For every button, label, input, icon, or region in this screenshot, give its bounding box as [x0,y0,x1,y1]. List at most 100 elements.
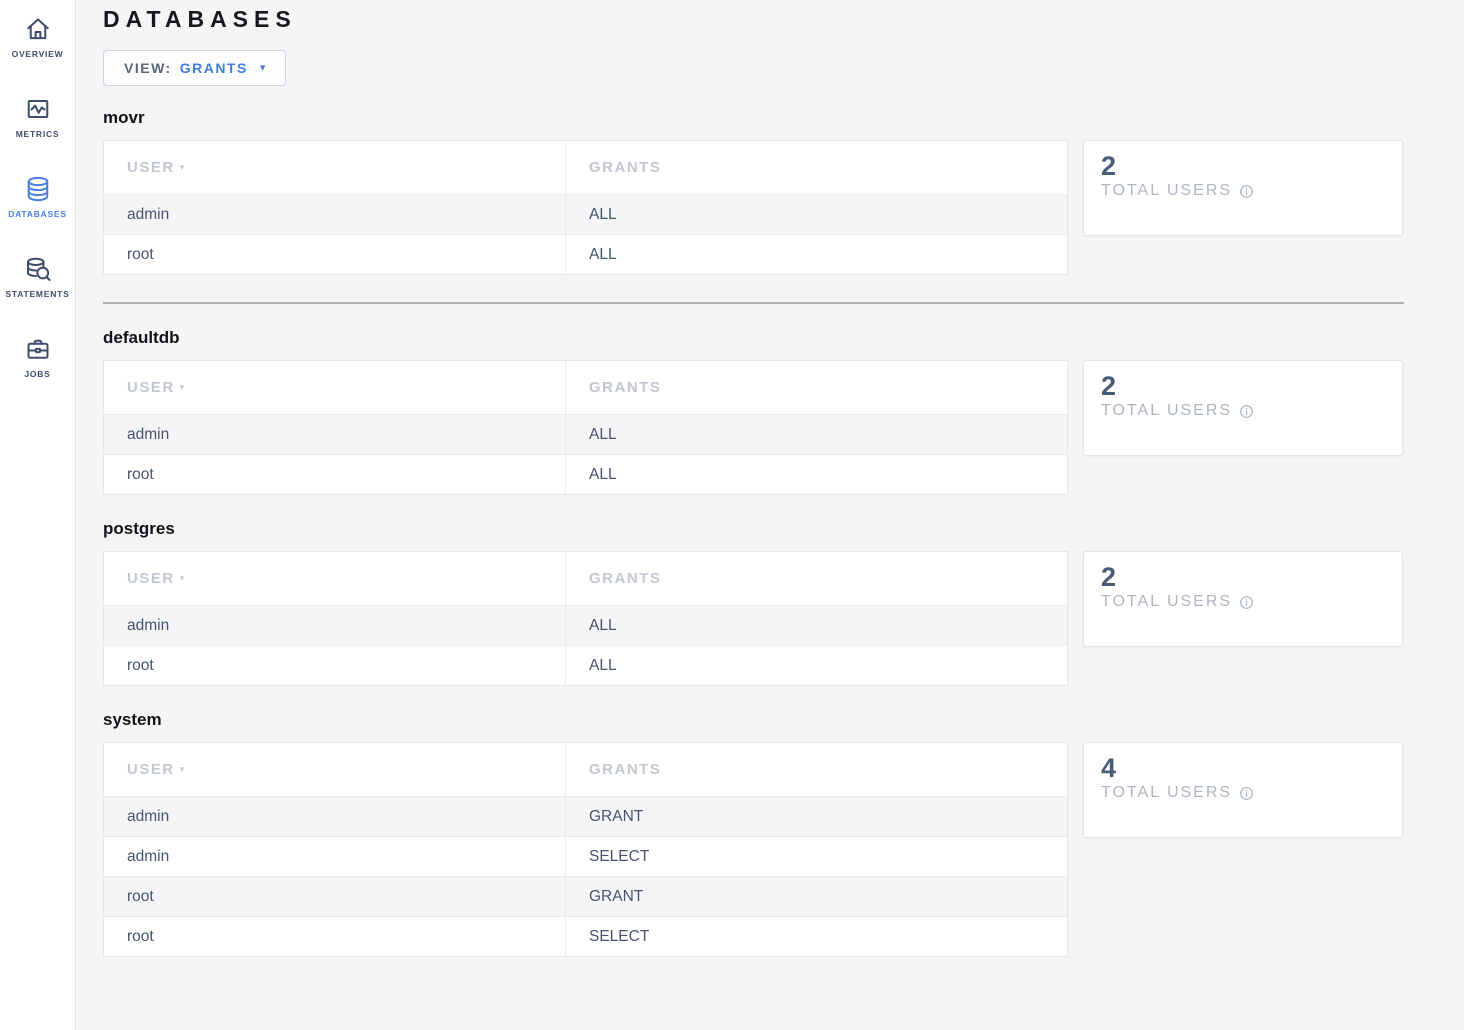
sidebar-item-label: STATEMENTS [5,289,70,299]
sort-caret-icon: ▾ [179,764,186,774]
user-cell: root [103,234,566,275]
column-header-grants-label: GRANTS [589,761,662,778]
grants-table: USER ▾ GRANTS admin ALL root ALL [103,360,1068,495]
table-row: root ALL [103,645,1068,686]
table-header-row: USER ▾ GRANTS [103,742,1068,797]
user-cell: root [103,916,566,957]
grant-cell: ALL [589,205,617,223]
column-header-user-label: USER [127,379,175,396]
total-users-label: TOTAL USERS [1101,784,1233,802]
metrics-icon [23,94,53,124]
database-name: postgres [103,519,175,538]
grant-cell: ALL [589,425,617,443]
total-users-count: 2 [1101,151,1117,181]
sidebar-item-metrics[interactable]: METRICS [0,90,75,170]
column-header-grants-label: GRANTS [589,570,662,587]
database-name: movr [103,108,145,127]
sidebar-item-databases[interactable]: DATABASES [0,170,75,250]
grant-cell: ALL [589,616,617,634]
user-cell: root [103,876,566,917]
database-section-movr: movr USER ▾ GRANTS admin ALL [103,108,1404,275]
sidebar-item-label: OVERVIEW [11,49,64,59]
column-header-user[interactable]: USER ▾ [103,360,566,415]
column-header-grants-label: GRANTS [589,379,662,396]
sidebar-item-label: JOBS [24,369,51,379]
sidebar-item-overview[interactable]: OVERVIEW [0,10,75,90]
user-cell: root [103,645,566,686]
table-row: root ALL [103,234,1068,275]
grant-cell: GRANT [589,887,644,905]
info-icon[interactable] [1239,404,1254,419]
sidebar-item-label: DATABASES [8,209,67,219]
column-header-user-label: USER [127,159,175,176]
view-dropdown-value: GRANTS [179,60,248,76]
table-row: admin ALL [103,194,1068,235]
column-header-user[interactable]: USER ▾ [103,742,566,797]
database-name: system [103,710,162,729]
sidebar: OVERVIEW METRICS DATABASES [0,0,76,1030]
table-header-row: USER ▾ GRANTS [103,551,1068,606]
total-users-card: 2 TOTAL USERS [1083,551,1403,647]
user-cell: root [103,454,566,495]
total-users-count: 4 [1101,753,1117,783]
user-cell: admin [103,605,566,646]
chevron-down-icon: ▾ [259,61,266,74]
user-cell: admin [103,414,566,455]
view-dropdown[interactable]: VIEW: GRANTS ▾ [103,50,287,86]
grant-cell: ALL [589,656,617,674]
sidebar-item-statements[interactable]: STATEMENTS [0,250,75,330]
table-row: root ALL [103,454,1068,495]
database-section-system: system USER ▾ GRANTS admin GRANT [103,710,1404,957]
info-icon[interactable] [1239,595,1254,610]
column-header-user[interactable]: USER ▾ [103,551,566,606]
table-row: root GRANT [103,876,1068,917]
column-header-user[interactable]: USER ▾ [103,140,566,195]
table-row: admin ALL [103,605,1068,646]
info-icon[interactable] [1239,786,1254,801]
grant-cell: GRANT [589,807,644,825]
table-row: admin SELECT [103,836,1068,877]
total-users-label: TOTAL USERS [1101,182,1233,200]
grant-cell: ALL [589,245,617,263]
column-header-user-label: USER [127,761,175,778]
database-name: defaultdb [103,328,180,347]
grants-table: USER ▾ GRANTS admin GRANT admin SELECT [103,742,1068,957]
table-row: admin ALL [103,414,1068,455]
view-dropdown-label: VIEW: [124,60,172,76]
column-header-grants[interactable]: GRANTS [565,140,1068,195]
home-icon [23,14,53,44]
column-header-user-label: USER [127,570,175,587]
grants-table: USER ▾ GRANTS admin ALL root ALL [103,140,1068,275]
grant-cell: SELECT [589,927,650,945]
total-users-count: 2 [1101,562,1117,592]
table-header-row: USER ▾ GRANTS [103,140,1068,195]
total-users-card: 2 TOTAL USERS [1083,140,1403,236]
table-row: admin GRANT [103,796,1068,837]
sort-caret-icon: ▾ [179,162,186,172]
sidebar-item-jobs[interactable]: JOBS [0,330,75,410]
total-users-card: 2 TOTAL USERS [1083,360,1403,456]
total-users-card: 4 TOTAL USERS [1083,742,1403,838]
briefcase-icon [23,334,53,364]
main-content: DATABASES VIEW: GRANTS ▾ movr USER ▾ GRAN… [76,0,1464,1030]
column-header-grants[interactable]: GRANTS [565,360,1068,415]
grants-table: USER ▾ GRANTS admin ALL root ALL [103,551,1068,686]
info-icon[interactable] [1239,184,1254,199]
total-users-count: 2 [1101,371,1117,401]
sort-caret-icon: ▾ [179,573,186,583]
column-header-grants-label: GRANTS [589,159,662,176]
table-header-row: USER ▾ GRANTS [103,360,1068,415]
column-header-grants[interactable]: GRANTS [565,551,1068,606]
page-title: DATABASES [103,6,297,32]
sort-caret-icon: ▾ [179,382,186,392]
user-cell: admin [103,796,566,837]
column-header-grants[interactable]: GRANTS [565,742,1068,797]
database-section-postgres: postgres USER ▾ GRANTS admin ALL [103,519,1404,686]
section-divider [103,302,1404,304]
grant-cell: SELECT [589,847,650,865]
total-users-label: TOTAL USERS [1101,402,1233,420]
database-icon [23,174,53,204]
sidebar-item-label: METRICS [15,129,60,139]
total-users-label: TOTAL USERS [1101,593,1233,611]
